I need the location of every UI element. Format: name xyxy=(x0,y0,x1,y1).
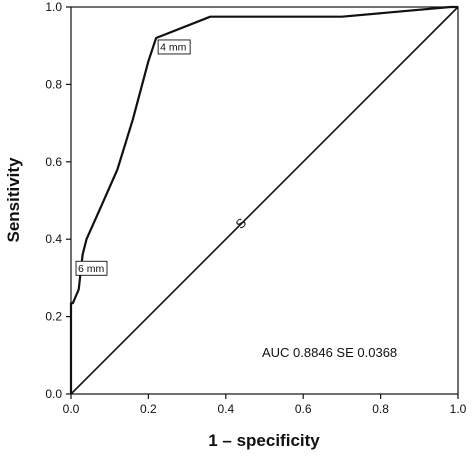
y-tick-label: 1.0 xyxy=(45,0,62,14)
y-axis-title: Sensitivity xyxy=(4,157,23,243)
annotation-text: 6 mm xyxy=(78,263,105,275)
annotation-6mm: 6 mm xyxy=(75,260,108,276)
x-tick-label: 0.6 xyxy=(295,402,312,416)
plot-border xyxy=(70,6,459,395)
y-tick-label: 0.4 xyxy=(45,232,62,246)
auc-summary: AUC 0.8846 SE 0.0368 xyxy=(262,345,397,360)
annotations-group: 4 mm 6 mm xyxy=(75,39,191,276)
y-tick-label: 0.2 xyxy=(45,310,62,324)
annotation-box xyxy=(157,39,191,55)
axis-ticks xyxy=(66,6,459,399)
x-tick-label: 1.0 xyxy=(450,402,467,416)
x-tick-label: 0.0 xyxy=(63,402,80,416)
x-tick-label: 0.4 xyxy=(217,402,234,416)
annotation-box xyxy=(75,260,108,276)
annotation-4mm: 4 mm xyxy=(157,39,191,55)
series-group: S xyxy=(69,5,459,395)
plot-frame xyxy=(70,6,459,395)
x-tick-label: 0.2 xyxy=(140,402,157,416)
y-tick-label: 0.0 xyxy=(45,387,62,401)
x-tick-labels: 0.0 0.2 0.4 0.6 0.8 1.0 xyxy=(63,402,467,416)
y-tick-label: 0.6 xyxy=(45,155,62,169)
reference-diagonal xyxy=(70,6,459,395)
annotation-text: 4 mm xyxy=(160,41,187,53)
y-tick-label: 0.8 xyxy=(45,77,62,91)
roc-curve xyxy=(69,5,458,394)
y-tick-labels: 0.0 0.2 0.4 0.6 0.8 1.0 xyxy=(45,0,62,401)
x-axis-title: 1 – specificity xyxy=(208,431,320,450)
x-tick-label: 0.8 xyxy=(372,402,389,416)
